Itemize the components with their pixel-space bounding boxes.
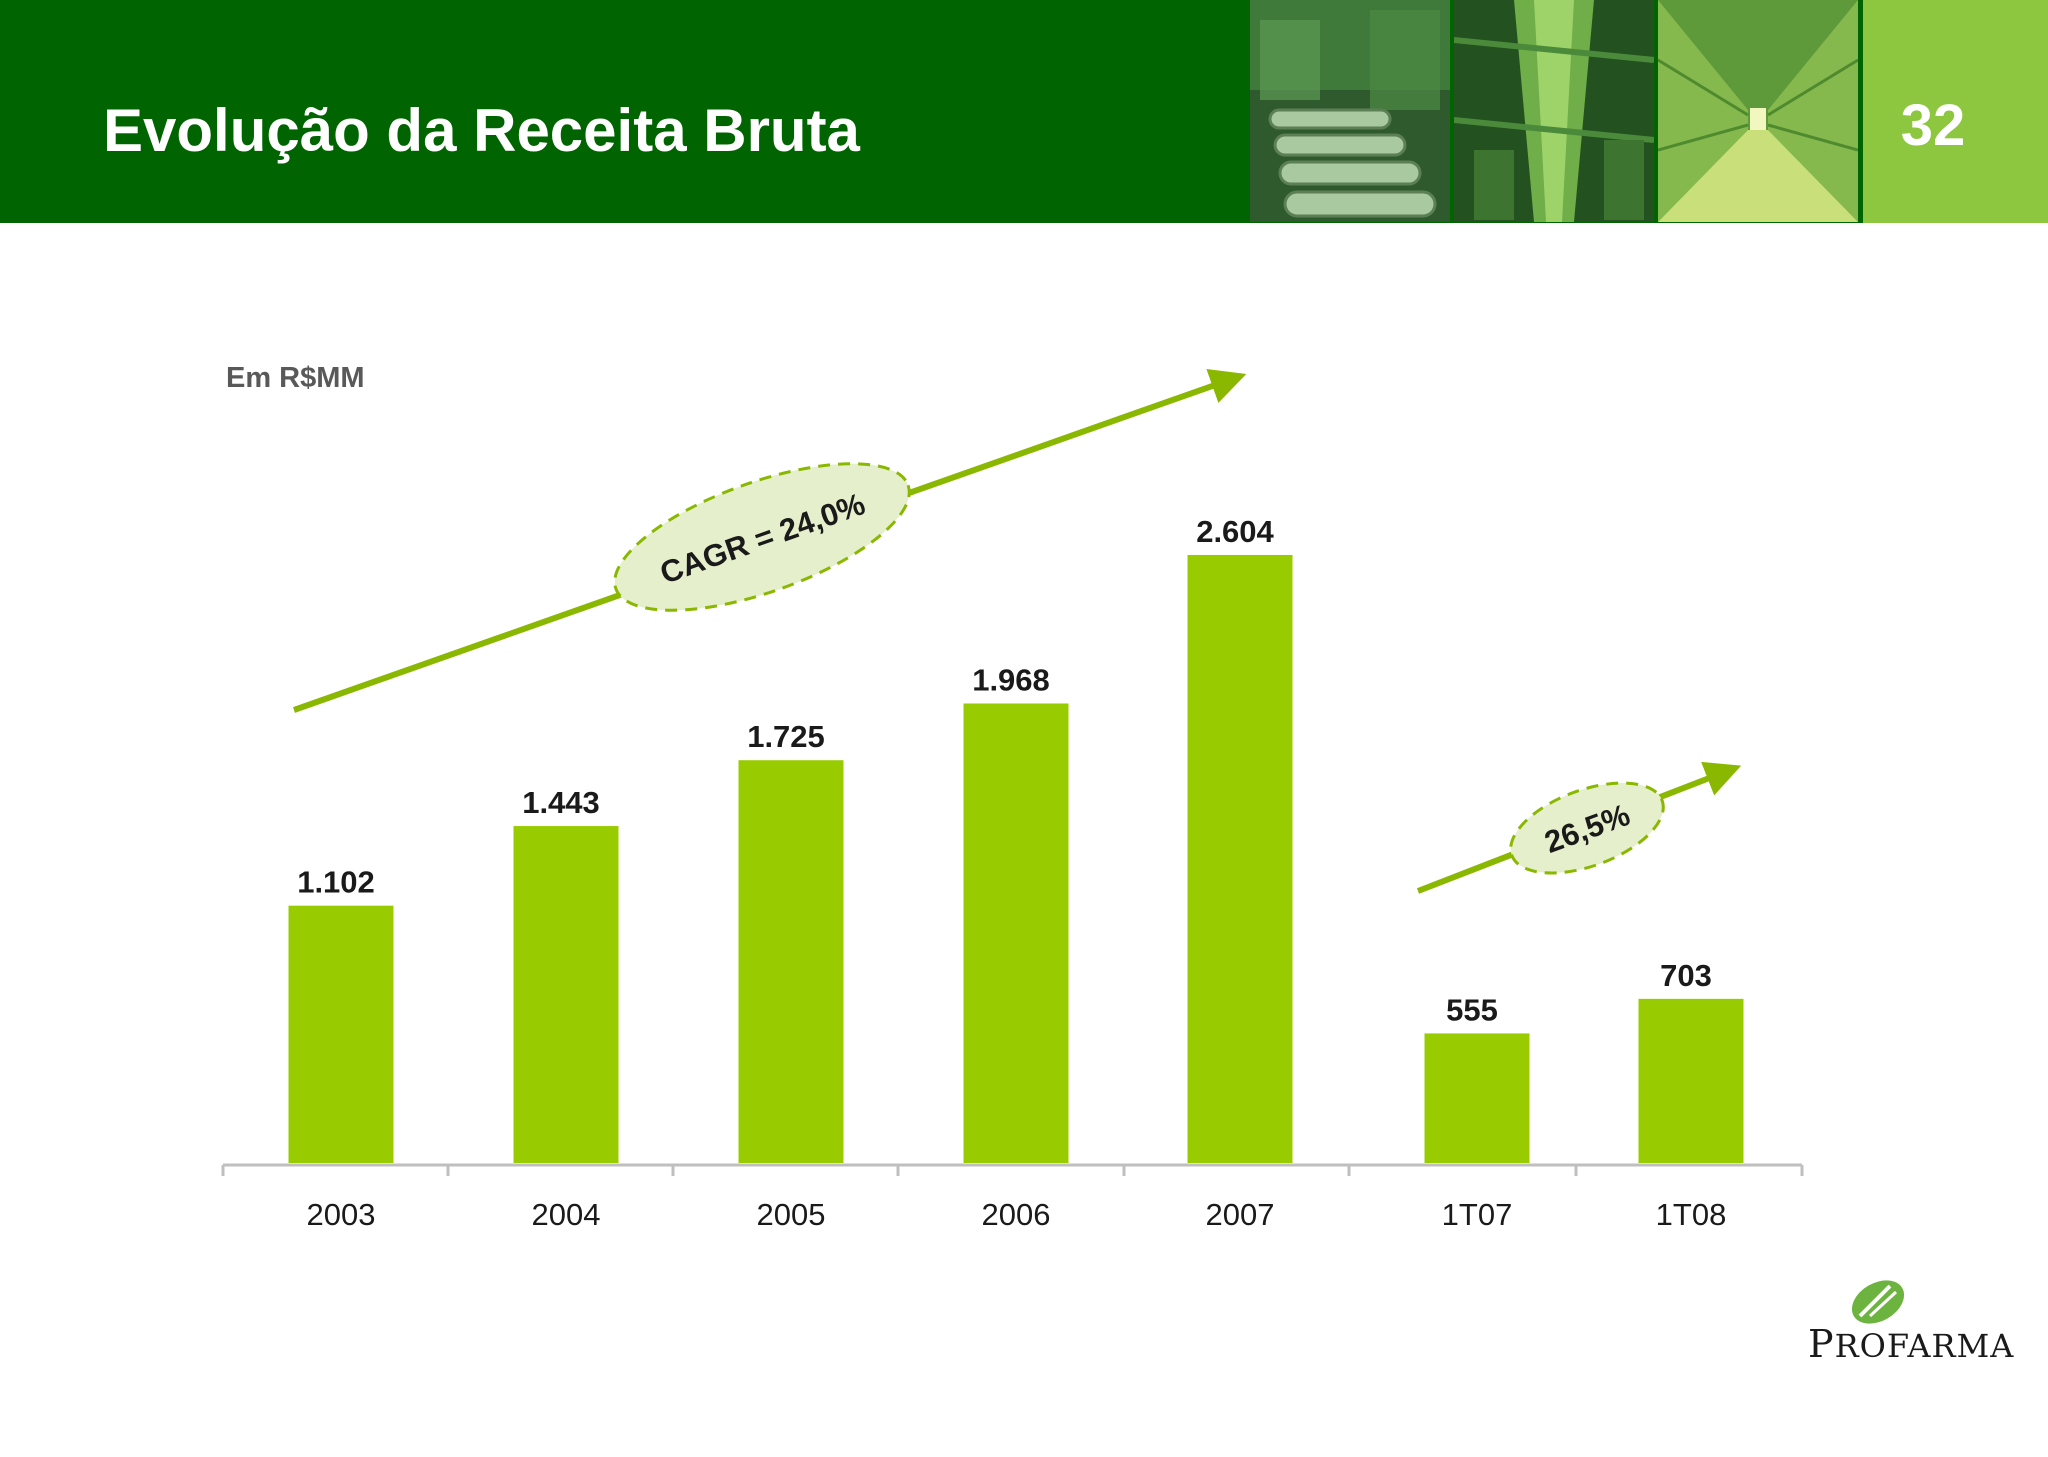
page-number: 32 <box>1900 93 1966 158</box>
bar-2007 <box>1187 554 1293 1163</box>
value-label-2003: 1.102 <box>297 865 375 900</box>
conveyor-photo <box>1250 0 1450 222</box>
value-label-1T08: 703 <box>1660 958 1712 993</box>
x-tick-label-2005: 2005 <box>757 1197 826 1232</box>
x-tick-label-2004: 2004 <box>532 1197 601 1232</box>
value-label-2004: 1.443 <box>522 785 600 820</box>
value-label-2005: 1.725 <box>747 719 825 754</box>
warehouse-aisle-photo <box>1658 0 1858 222</box>
brand-name: PROFARMA <box>1808 1322 2015 1366</box>
quarter-growth-ellipse <box>1509 781 1665 875</box>
unit-label: Em R$MM <box>226 362 365 394</box>
profarma-logo: PROFARMA <box>1808 1272 2015 1372</box>
profarma-leaf-icon <box>1851 1280 1905 1324</box>
x-tick-label-1T08: 1T08 <box>1656 1197 1727 1232</box>
value-label-2007: 2.604 <box>1196 514 1274 549</box>
quarter-growth-annotation: 26,5% <box>1509 781 1665 875</box>
x-tick-label-1T07: 1T07 <box>1442 1197 1513 1232</box>
value-label-2006: 1.968 <box>972 662 1050 697</box>
cagr-ellipse <box>613 462 911 612</box>
bar-2003 <box>288 905 394 1163</box>
bar-2006 <box>963 703 1069 1163</box>
value-label-1T07: 555 <box>1446 992 1498 1027</box>
bar-1T07 <box>1424 1033 1530 1163</box>
cagr-annotation: CAGR = 24,0% <box>613 462 911 612</box>
bar-2004 <box>513 826 619 1163</box>
slide-title: Evolução da Receita Bruta <box>103 97 860 164</box>
sorting-line-photo <box>1454 0 1654 222</box>
page-number-box: 32 <box>1863 0 2048 223</box>
x-tick-label-2007: 2007 <box>1206 1197 1275 1232</box>
bar-2005 <box>738 760 844 1163</box>
bar-1T08 <box>1638 998 1744 1163</box>
x-tick-label-2006: 2006 <box>982 1197 1051 1232</box>
x-tick-label-2003: 2003 <box>307 1197 376 1232</box>
